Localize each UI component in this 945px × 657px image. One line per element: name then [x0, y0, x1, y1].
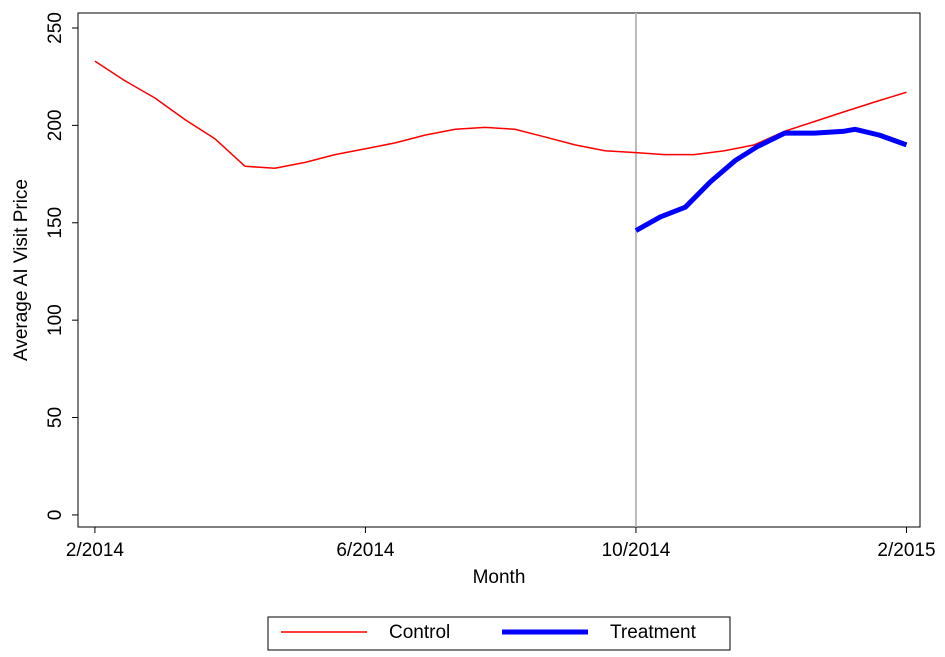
- legend-label: Control: [389, 622, 450, 643]
- y-tick-label: 0: [45, 510, 66, 521]
- x-tick-label: 6/2014: [336, 540, 395, 561]
- y-tick-label: 150: [45, 207, 66, 239]
- x-tick-label: 2/2015: [877, 540, 935, 561]
- series-line: [94, 60, 907, 169]
- y-tick-label: 200: [45, 110, 66, 142]
- y-tick-label: 250: [45, 12, 66, 44]
- y-tick-label: 50: [45, 407, 66, 428]
- plot-frame: [77, 12, 921, 528]
- x-axis-title: Month: [473, 567, 526, 588]
- x-tick-label: 2/2014: [66, 540, 125, 561]
- series-line: [634, 126, 908, 233]
- legend-box: [267, 616, 731, 651]
- legend-label: Treatment: [610, 622, 697, 643]
- y-tick-label: 100: [45, 304, 66, 336]
- y-axis-title: Average AI Visit Price: [11, 179, 32, 361]
- x-tick-label: 10/2014: [602, 540, 671, 561]
